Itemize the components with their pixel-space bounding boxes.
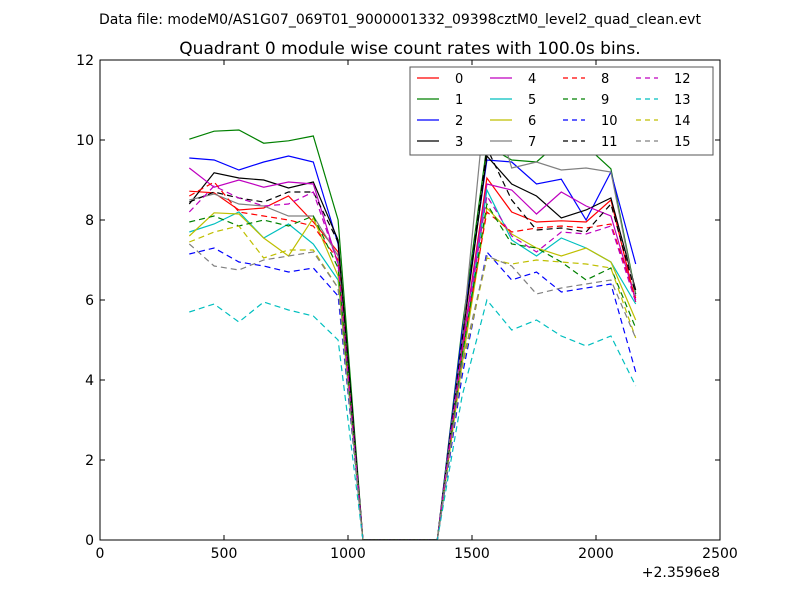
y-tick-label: 10: [76, 133, 94, 149]
series-line-9: [189, 202, 637, 540]
x-tick-label: 0: [96, 546, 105, 562]
legend-box: [409, 66, 714, 156]
legend-label-10: 10: [601, 114, 618, 129]
legend-label-9: 9: [601, 93, 609, 108]
legend-label-6: 6: [528, 114, 536, 129]
x-tick-label: 2000: [578, 546, 614, 562]
legend-label-2: 2: [455, 114, 463, 129]
y-tick-label: 2: [85, 453, 94, 469]
series-line-0: [189, 176, 637, 540]
series-line-10: [189, 247, 637, 540]
x-tick-label: 500: [211, 546, 238, 562]
legend-label-4: 4: [528, 72, 536, 87]
legend-label-13: 13: [674, 93, 691, 108]
series-line-2: [189, 155, 637, 540]
y-tick-label: 8: [85, 213, 94, 229]
plot-frame: [99, 59, 721, 541]
y-tick-label: 12: [76, 53, 94, 69]
x-offset-label: +2.3596e8: [642, 565, 720, 581]
series-line-11: [189, 145, 637, 540]
series-line-4: [188, 167, 637, 540]
series-line-3: [188, 154, 637, 540]
series-line-7: [189, 84, 637, 540]
series-line-8: [189, 181, 637, 540]
series-line-6: [188, 206, 637, 540]
x-tick-label: 1000: [330, 546, 366, 562]
legend-label-15: 15: [674, 135, 691, 150]
x-tick-label: 2500: [702, 546, 738, 562]
series-line-14: [189, 225, 637, 540]
legend-label-5: 5: [528, 93, 536, 108]
legend-label-7: 7: [528, 135, 536, 150]
legend-label-3: 3: [455, 135, 463, 150]
x-tick-label: 1500: [454, 546, 490, 562]
legend-label-1: 1: [455, 93, 463, 108]
y-tick-label: 0: [85, 533, 94, 549]
series-line-5: [189, 188, 637, 540]
series-line-13: [189, 298, 637, 540]
y-tick-label: 6: [85, 293, 94, 309]
legend-label-14: 14: [674, 114, 691, 129]
series-line-12: [188, 185, 637, 540]
legend-label-0: 0: [455, 72, 463, 87]
chart-suptitle: Data file: modeM0/AS1G07_069T01_90000013…: [99, 12, 701, 28]
y-tick-label: 4: [85, 373, 94, 389]
legend-label-12: 12: [674, 72, 691, 87]
chart-title: Quadrant 0 module wise count rates with …: [179, 39, 640, 59]
legend-label-8: 8: [601, 72, 609, 87]
series-line-15: [188, 243, 637, 540]
legend-label-11: 11: [601, 135, 618, 150]
